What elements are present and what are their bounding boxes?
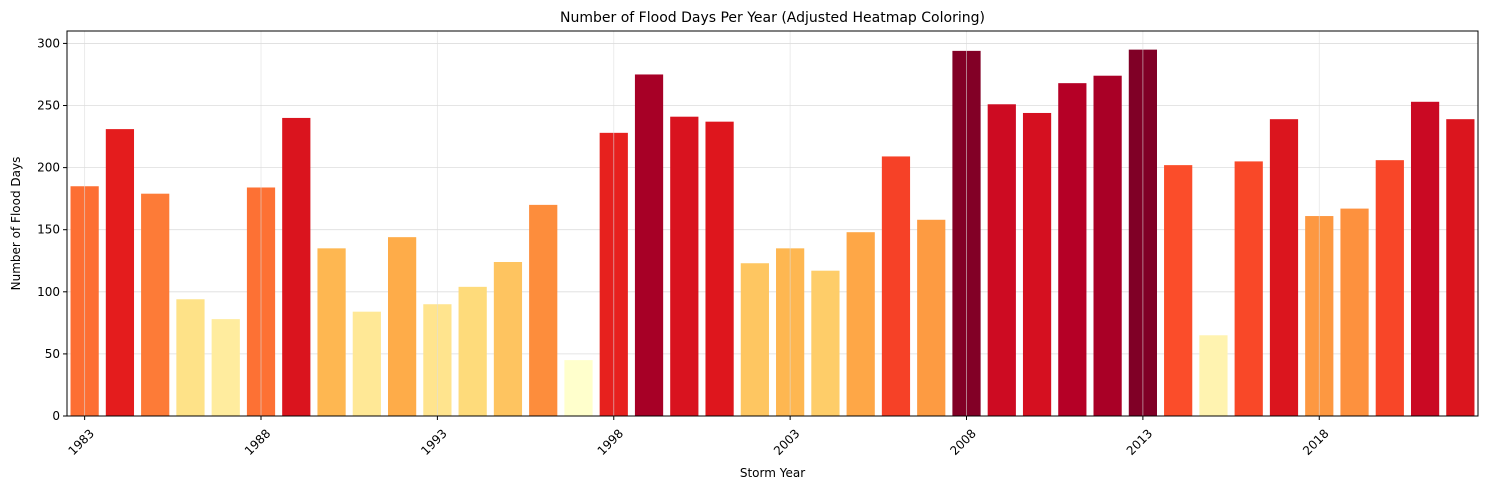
bar-1995	[493, 262, 523, 416]
bar-2017	[1269, 119, 1299, 416]
bar-2010	[1022, 112, 1052, 416]
bar-2009	[987, 104, 1016, 416]
bar-1987	[211, 319, 240, 416]
bar-2012	[1093, 75, 1122, 416]
bar-2001	[705, 121, 734, 417]
chart-title: Number of Flood Days Per Year (Adjusted …	[560, 10, 985, 26]
x-tick-label: 1988	[242, 426, 273, 457]
bar-1996	[529, 204, 558, 416]
bar-2007	[917, 219, 946, 416]
bar-2000	[670, 116, 699, 417]
y-tick-label: 0	[52, 409, 60, 423]
bar-1991	[352, 311, 381, 416]
y-axis-label: Number of Flood Days	[9, 157, 23, 291]
plot-frame	[66, 30, 1479, 417]
bar-2005	[846, 232, 875, 416]
grid-lines	[67, 43, 1478, 417]
x-tick-label: 1993	[418, 426, 449, 457]
y-tick-label: 50	[45, 347, 60, 361]
y-tick-label: 250	[37, 99, 60, 113]
y-tick-label: 100	[37, 285, 60, 299]
bar-2006	[881, 156, 911, 416]
bar-2016	[1234, 161, 1263, 416]
bar-2022	[1446, 119, 1475, 416]
x-axis-label: Storm Year	[740, 466, 805, 480]
y-tick-label: 150	[37, 223, 60, 237]
bar-2021	[1410, 101, 1440, 417]
bar-1989	[282, 117, 311, 416]
bar-1984	[105, 129, 135, 416]
x-tick-label: 2003	[771, 426, 802, 457]
bar-1985	[141, 193, 170, 416]
bar-2011	[1058, 83, 1087, 417]
bar-2015	[1199, 335, 1228, 416]
x-tick-label: 2018	[1300, 426, 1331, 457]
bar-1999	[634, 74, 664, 416]
x-tick-label: 2013	[1124, 426, 1155, 457]
bar-1994	[458, 286, 487, 416]
y-tick-label: 200	[37, 161, 60, 175]
bar-1997	[564, 360, 593, 416]
x-tick-label: 1983	[65, 426, 96, 457]
x-tick-label: 1998	[595, 426, 626, 457]
bar-1986	[176, 299, 205, 416]
bar-2019	[1340, 208, 1369, 416]
bar-2014	[1164, 165, 1193, 416]
bar-2020	[1375, 160, 1404, 416]
x-tick-label: 2008	[947, 426, 978, 457]
bar-2004	[811, 270, 840, 416]
y-tick-label: 300	[37, 36, 60, 50]
bar-2002	[740, 263, 769, 416]
bars	[70, 49, 1475, 417]
bar-1990	[317, 248, 346, 416]
bar-1992	[388, 237, 417, 416]
